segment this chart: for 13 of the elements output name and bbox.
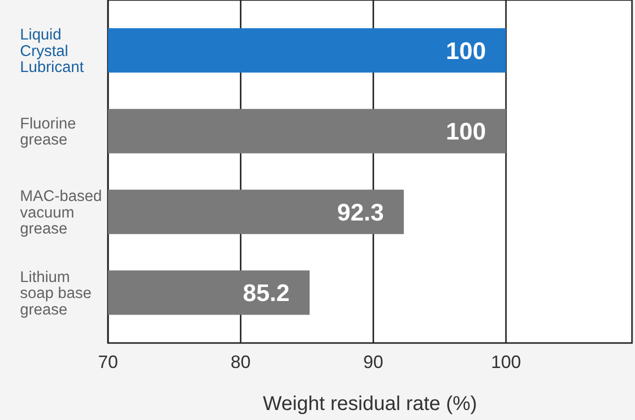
data-label: 85.2 bbox=[242, 280, 290, 308]
data-label: 100 bbox=[446, 38, 486, 65]
data-label: 100 bbox=[446, 118, 486, 146]
x-axis-title: Weight residual rate (%) bbox=[262, 393, 478, 415]
data-label: 92.3 bbox=[337, 199, 384, 226]
x-tick-label: 80 bbox=[230, 352, 251, 372]
y-tick-label: Fluorine grease bbox=[20, 115, 76, 149]
x-tick-label: 70 bbox=[98, 352, 118, 372]
x-tick-label: 90 bbox=[363, 352, 384, 372]
y-tick-label: MAC-based vacuum grease bbox=[20, 188, 102, 238]
y-tick-label: Lithium soap base grease bbox=[20, 268, 92, 318]
y-tick-label: Liquid Crystal Lubricant bbox=[20, 26, 84, 76]
x-tick-label: 100 bbox=[490, 352, 521, 372]
